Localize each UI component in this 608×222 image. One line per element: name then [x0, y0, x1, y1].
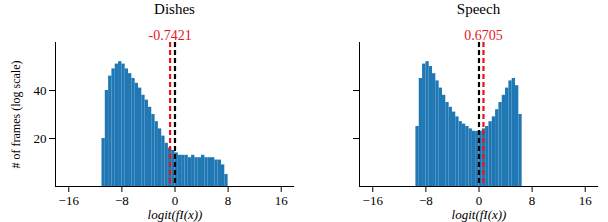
svg-text:logit(fI(x)): logit(fI(x))	[148, 207, 203, 222]
svg-text:# of frames (log scale): # of frames (log scale)	[9, 61, 23, 169]
svg-text:0.6705: 0.6705	[464, 28, 503, 43]
svg-text:16: 16	[275, 193, 289, 208]
svg-text:−8: −8	[115, 193, 129, 208]
svg-text:0: 0	[476, 193, 483, 208]
svg-text:8: 8	[225, 193, 232, 208]
html-text:Speech: Speech	[456, 1, 501, 17]
svg-text:logit(fI(x)): logit(fI(x))	[452, 207, 507, 222]
svg-text:20: 20	[34, 131, 47, 146]
svg-text:0: 0	[172, 193, 179, 208]
svg-text:−16: −16	[59, 193, 80, 208]
svg-text:40: 40	[34, 83, 47, 98]
svg-text:-0.7421: -0.7421	[148, 28, 191, 43]
svg-text:−8: −8	[419, 193, 433, 208]
svg-text:16: 16	[579, 193, 593, 208]
svg-text:−16: −16	[363, 193, 384, 208]
html-text:Dishes: Dishes	[154, 1, 195, 17]
svg-text:8: 8	[529, 193, 536, 208]
